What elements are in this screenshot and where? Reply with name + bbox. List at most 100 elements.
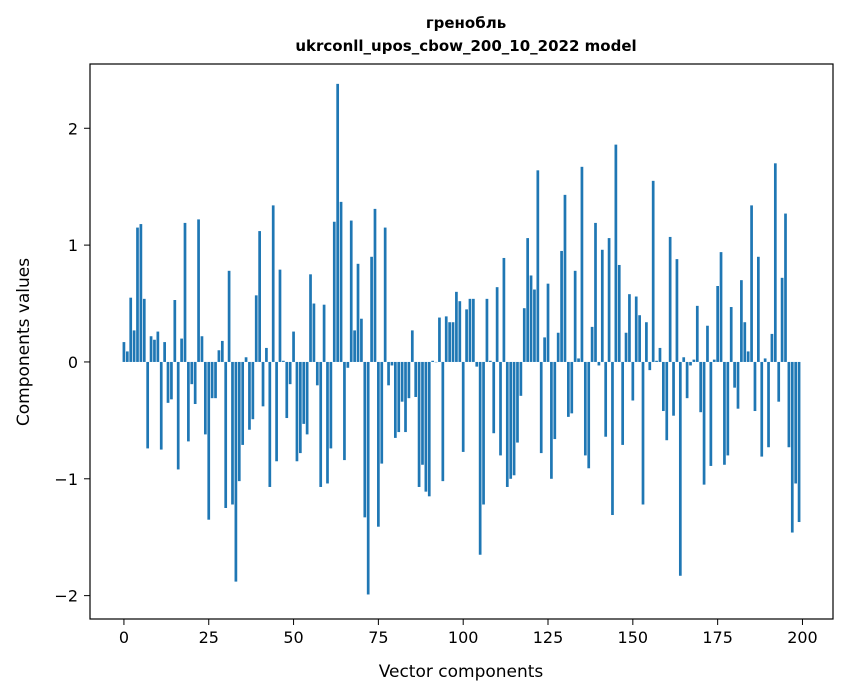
y-axis-label: Components values bbox=[14, 258, 34, 426]
bar bbox=[651, 180, 655, 362]
bar bbox=[282, 360, 285, 362]
bar bbox=[682, 357, 686, 362]
bar bbox=[336, 83, 340, 362]
bar bbox=[597, 361, 601, 366]
bar bbox=[315, 361, 319, 386]
bar bbox=[689, 361, 692, 366]
bar bbox=[668, 236, 672, 362]
bar bbox=[512, 361, 516, 476]
bar bbox=[458, 301, 462, 362]
bar bbox=[472, 298, 475, 362]
bar bbox=[478, 361, 482, 555]
bar bbox=[614, 144, 618, 362]
bar bbox=[455, 291, 458, 362]
x-tick-label: 100 bbox=[448, 628, 479, 647]
bar bbox=[556, 332, 560, 362]
bar bbox=[716, 286, 719, 362]
x-tick-label: 0 bbox=[119, 628, 129, 647]
bar bbox=[366, 361, 370, 595]
bar bbox=[441, 361, 445, 482]
bar bbox=[577, 358, 580, 362]
bar bbox=[383, 227, 387, 362]
bar bbox=[220, 340, 224, 362]
bar bbox=[567, 361, 570, 417]
bar bbox=[702, 361, 706, 485]
bar bbox=[763, 358, 767, 362]
bar bbox=[648, 361, 652, 371]
bar bbox=[533, 289, 536, 362]
bar bbox=[407, 361, 411, 399]
bar bbox=[125, 351, 129, 362]
bar bbox=[631, 361, 635, 401]
bar bbox=[678, 361, 682, 576]
bar bbox=[373, 208, 377, 362]
bar bbox=[536, 170, 540, 362]
bar bbox=[214, 361, 217, 399]
plot-area-frame bbox=[89, 63, 834, 620]
bar bbox=[787, 361, 791, 448]
bar bbox=[746, 351, 750, 362]
bar bbox=[271, 205, 275, 362]
bar bbox=[234, 361, 238, 582]
bar bbox=[173, 300, 177, 362]
bar bbox=[261, 361, 265, 407]
bar bbox=[444, 316, 448, 362]
bar bbox=[780, 277, 784, 362]
bar bbox=[655, 360, 658, 362]
x-tick-label: 50 bbox=[283, 628, 303, 647]
bar bbox=[200, 336, 204, 362]
bar bbox=[743, 322, 747, 362]
bar bbox=[302, 361, 306, 424]
bar bbox=[461, 361, 465, 452]
bar bbox=[773, 163, 777, 362]
bar bbox=[553, 361, 557, 440]
bar bbox=[641, 361, 645, 505]
bar bbox=[295, 361, 299, 462]
bar bbox=[692, 359, 696, 362]
bar bbox=[248, 361, 251, 430]
bar bbox=[794, 361, 798, 484]
bar bbox=[587, 361, 591, 469]
bar bbox=[387, 361, 390, 386]
y-tick-label: −1 bbox=[54, 470, 78, 489]
bar bbox=[645, 322, 648, 362]
bar bbox=[332, 221, 336, 362]
bar bbox=[163, 342, 166, 362]
bar bbox=[580, 166, 584, 362]
x-tick-label: 200 bbox=[787, 628, 818, 647]
bar bbox=[288, 361, 292, 385]
bar bbox=[153, 339, 156, 362]
bar bbox=[203, 361, 207, 435]
bar bbox=[309, 274, 312, 362]
bar bbox=[468, 298, 472, 362]
bar bbox=[726, 361, 730, 456]
bar bbox=[628, 294, 631, 362]
bar bbox=[790, 361, 794, 533]
bar bbox=[285, 361, 289, 419]
bar bbox=[740, 280, 743, 362]
x-tick-label: 175 bbox=[702, 628, 733, 647]
bar bbox=[322, 304, 326, 362]
x-tick-label: 125 bbox=[533, 628, 564, 647]
bar bbox=[736, 361, 740, 409]
bar bbox=[339, 201, 343, 362]
bar bbox=[465, 309, 468, 362]
bar bbox=[621, 361, 625, 445]
bar bbox=[217, 350, 221, 362]
chart-title: гренобль bbox=[426, 14, 506, 32]
bar bbox=[675, 259, 679, 362]
bar bbox=[797, 361, 801, 523]
bar bbox=[560, 250, 563, 362]
bar bbox=[149, 336, 153, 362]
bar bbox=[482, 361, 485, 505]
bar bbox=[634, 296, 638, 362]
bar bbox=[519, 361, 523, 396]
bar bbox=[268, 361, 272, 487]
bar bbox=[502, 257, 506, 362]
bar bbox=[767, 361, 770, 448]
bar bbox=[254, 295, 258, 362]
bar bbox=[485, 298, 489, 362]
bar bbox=[170, 361, 173, 400]
bar bbox=[784, 213, 787, 362]
bar bbox=[492, 361, 496, 434]
